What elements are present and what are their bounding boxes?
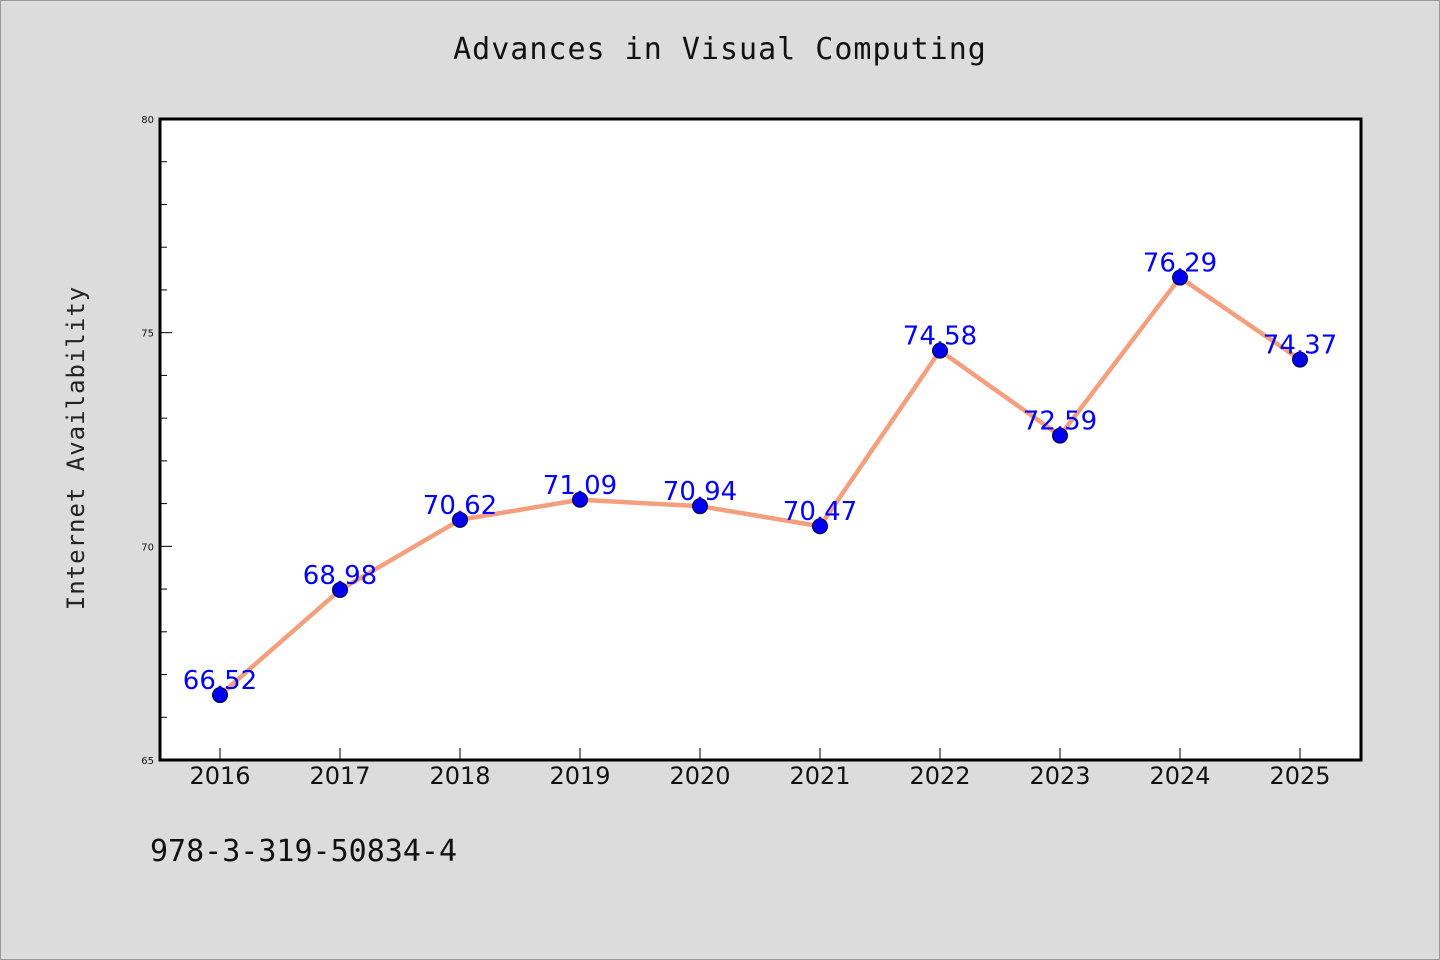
x-tick-label: 2024 bbox=[1149, 762, 1210, 790]
data-label: 66.52 bbox=[183, 666, 257, 696]
data-label: 71.09 bbox=[543, 471, 617, 501]
isbn-text: 978-3-319-50834-4 bbox=[150, 834, 458, 869]
data-point bbox=[572, 491, 588, 508]
data-labels: 66.52 68.98 70.62 71.09 70.94 70.47 74.58 72.59… bbox=[183, 249, 1337, 697]
x-tick-label: 2019 bbox=[549, 762, 610, 790]
data-label: 70.47 bbox=[783, 497, 857, 527]
x-tick-label: 2020 bbox=[669, 762, 730, 790]
y-tick-label: 70 bbox=[141, 542, 154, 553]
x-tick-label: 2023 bbox=[1029, 762, 1090, 790]
plot-area bbox=[158, 117, 1363, 762]
y-axis: 65 70 75 80 bbox=[141, 115, 172, 767]
data-label: 70.94 bbox=[663, 477, 737, 507]
series-markers bbox=[212, 269, 1308, 704]
data-point bbox=[1052, 427, 1068, 444]
data-point bbox=[932, 342, 948, 359]
data-point bbox=[1172, 269, 1188, 286]
data-point bbox=[1292, 351, 1308, 368]
data-point bbox=[452, 511, 468, 528]
series-line bbox=[217, 275, 1303, 698]
data-label: 74.58 bbox=[903, 322, 977, 352]
chart-title: Advances in Visual Computing bbox=[453, 32, 987, 67]
x-tick-label: 2017 bbox=[309, 762, 370, 790]
data-label: 76.29 bbox=[1143, 249, 1217, 279]
data-label: 74.37 bbox=[1263, 331, 1337, 361]
x-tick-label: 2025 bbox=[1269, 762, 1330, 790]
data-point bbox=[212, 687, 228, 704]
y-tick-label: 80 bbox=[141, 115, 154, 126]
data-point bbox=[812, 518, 828, 535]
y-tick-label: 75 bbox=[141, 329, 154, 340]
data-label: 68.98 bbox=[303, 561, 377, 591]
y-tick-label: 65 bbox=[141, 756, 154, 767]
series-lines bbox=[217, 275, 1303, 698]
x-tick-label: 2018 bbox=[429, 762, 490, 790]
x-tick-label: 2016 bbox=[189, 762, 250, 790]
data-label: 70.62 bbox=[423, 491, 497, 521]
data-point bbox=[692, 498, 708, 515]
x-tick-label: 2022 bbox=[909, 762, 970, 790]
data-label: 72.59 bbox=[1023, 407, 1097, 437]
x-axis: 2016 2017 2018 2019 2020 2021 2022 2023 2024 2025 bbox=[189, 748, 1331, 790]
data-point bbox=[332, 581, 348, 598]
x-tick-label: 2021 bbox=[789, 762, 850, 790]
